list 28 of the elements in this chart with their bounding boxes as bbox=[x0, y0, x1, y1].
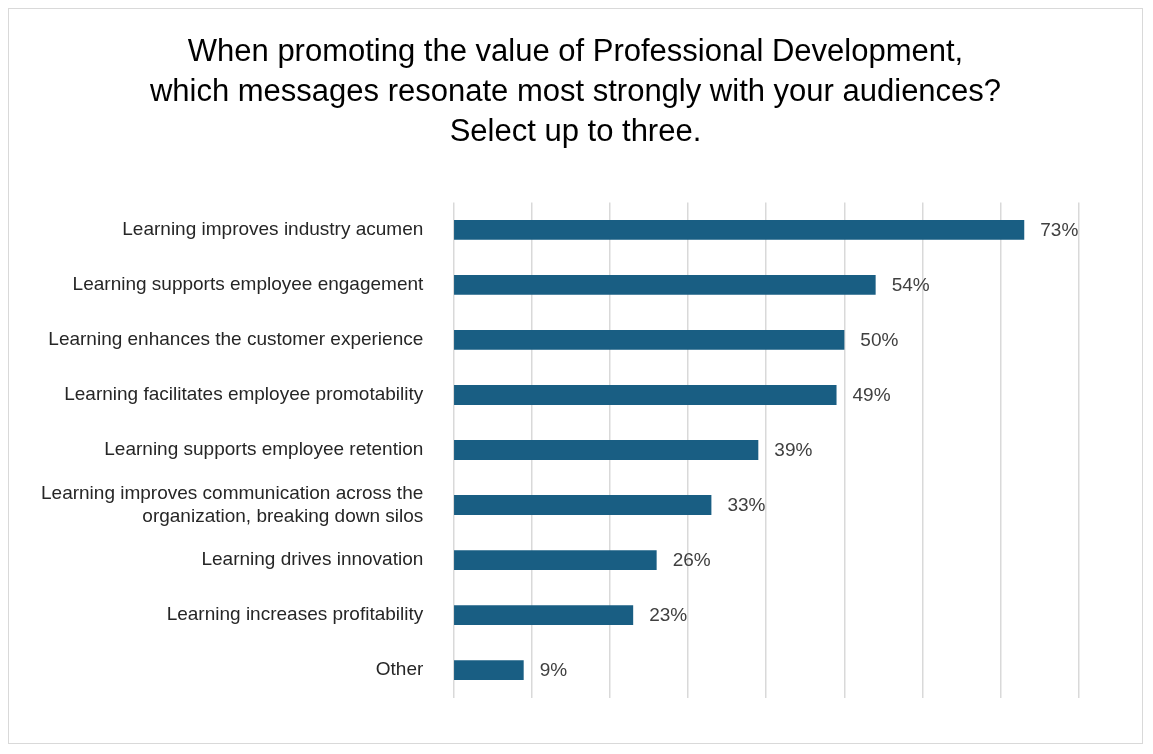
bar bbox=[454, 275, 876, 295]
bar bbox=[454, 330, 845, 350]
bar bbox=[454, 220, 1025, 240]
data-label: 49% bbox=[852, 384, 891, 406]
data-label: 9% bbox=[539, 659, 568, 681]
bar bbox=[454, 605, 634, 625]
data-label: 39% bbox=[774, 439, 813, 461]
y-tick-label: Learning improves communication across the organization, breaking down silos bbox=[40, 481, 424, 526]
y-tick-label: Learning drives innovation bbox=[201, 548, 424, 570]
data-label: 33% bbox=[727, 494, 766, 516]
y-tick-label: Learning supports employee retention bbox=[104, 438, 424, 460]
y-tick-label: Learning enhances the customer experience bbox=[48, 328, 424, 350]
bar bbox=[454, 495, 712, 515]
y-tick-label: Learning increases profitability bbox=[166, 603, 424, 625]
bar bbox=[454, 440, 759, 460]
y-tick-label: Other bbox=[375, 658, 424, 680]
bar bbox=[454, 550, 657, 570]
data-label: 23% bbox=[649, 604, 688, 626]
data-label: 50% bbox=[860, 329, 899, 351]
y-tick-label: Learning improves industry acumen bbox=[122, 218, 424, 240]
y-tick-label: Learning facilitates employee promotability bbox=[64, 383, 424, 405]
bar bbox=[454, 660, 524, 680]
data-label: 73% bbox=[1040, 219, 1079, 241]
data-label: 54% bbox=[891, 274, 930, 296]
data-label: 26% bbox=[672, 549, 711, 571]
y-tick-label: Learning supports employee engagement bbox=[72, 273, 425, 295]
chart-title: When promoting the value of Professional Development, which messages resonate most strongly with your audiences? Select up to three. bbox=[148, 32, 1003, 150]
bar bbox=[454, 385, 837, 405]
